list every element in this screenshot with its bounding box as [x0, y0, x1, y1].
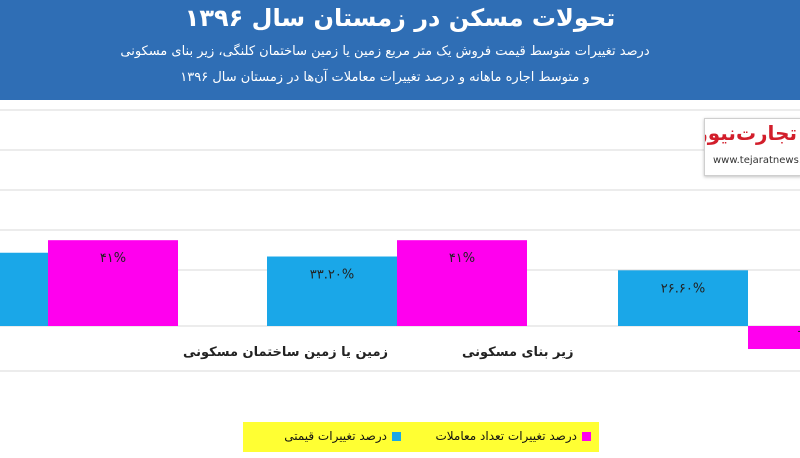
legend-item-price: درصد تغییرات قیمتی [284, 429, 401, 443]
logo-url: www.tejaratnews.com [713, 155, 800, 166]
value-label-price-2: ۲۶.۶۰% [661, 281, 705, 296]
value-label-transactions-2: -۱۱% [797, 324, 800, 339]
bar-transactions-0 [48, 240, 178, 326]
chart-subtitle-line-1: درصد تغییرات متوسط قیمت فروش یک متر مربع… [120, 44, 650, 59]
legend-item-transactions: درصد تغییرات تعداد معاملات [435, 429, 591, 443]
legend-swatch-transactions [582, 432, 591, 441]
bar-transactions-1 [397, 240, 527, 326]
legend-label-price: درصد تغییرات قیمتی [284, 429, 387, 443]
category-labels: زمین یا زمین ساختمان مسکونی زیر بنای مسکو… [183, 345, 574, 360]
bar-price-1 [267, 256, 397, 326]
legend: درصد تغییرات تعداد معاملات درصد تغییرات … [243, 422, 599, 452]
category-label-0: زمین یا زمین ساختمان مسکونی [183, 345, 388, 360]
bar-transactions-2 [748, 326, 800, 350]
logo: تجارت‌نیوز www.tejaratnews.com [704, 118, 800, 176]
bar-chart: ۳۵%۳۳.۲۰%۲۶.۶۰%۴۱%۴۱%-۱۱% زمین یا زمین س… [0, 109, 800, 372]
value-label-transactions-0: ۴۱% [100, 251, 126, 266]
chart-title: تحولات مسکن در زمستان سال ۱۳۹۶ [184, 4, 616, 32]
value-label-transactions-1: ۴۱% [449, 251, 475, 266]
legend-label-transactions: درصد تغییرات تعداد معاملات [435, 429, 577, 443]
bar-price-2 [618, 270, 748, 326]
bars [0, 240, 800, 350]
value-labels: ۳۵%۳۳.۲۰%۲۶.۶۰%۴۱%۴۱%-۱۱% [100, 251, 800, 339]
legend-swatch-price [392, 432, 401, 441]
value-label-price-1: ۳۳.۲۰% [310, 268, 354, 283]
chart-subtitle-line-2: و متوسط اجاره ماهانه و درصد تغییرات معام… [180, 70, 590, 85]
bar-price-0 [0, 252, 48, 326]
chart-header: تحولات مسکن در زمستان سال ۱۳۹۶ درصد تغیی… [0, 0, 800, 100]
logo-wordmark: تجارت‌نیوز [704, 121, 797, 145]
category-label-1: زیر بنای مسکونی [462, 345, 574, 360]
